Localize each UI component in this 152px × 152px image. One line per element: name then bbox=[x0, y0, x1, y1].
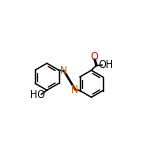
Text: N: N bbox=[60, 66, 67, 76]
Text: N: N bbox=[71, 85, 78, 95]
Text: O: O bbox=[90, 52, 98, 62]
Text: OH: OH bbox=[98, 60, 113, 70]
Text: HO: HO bbox=[30, 90, 45, 100]
